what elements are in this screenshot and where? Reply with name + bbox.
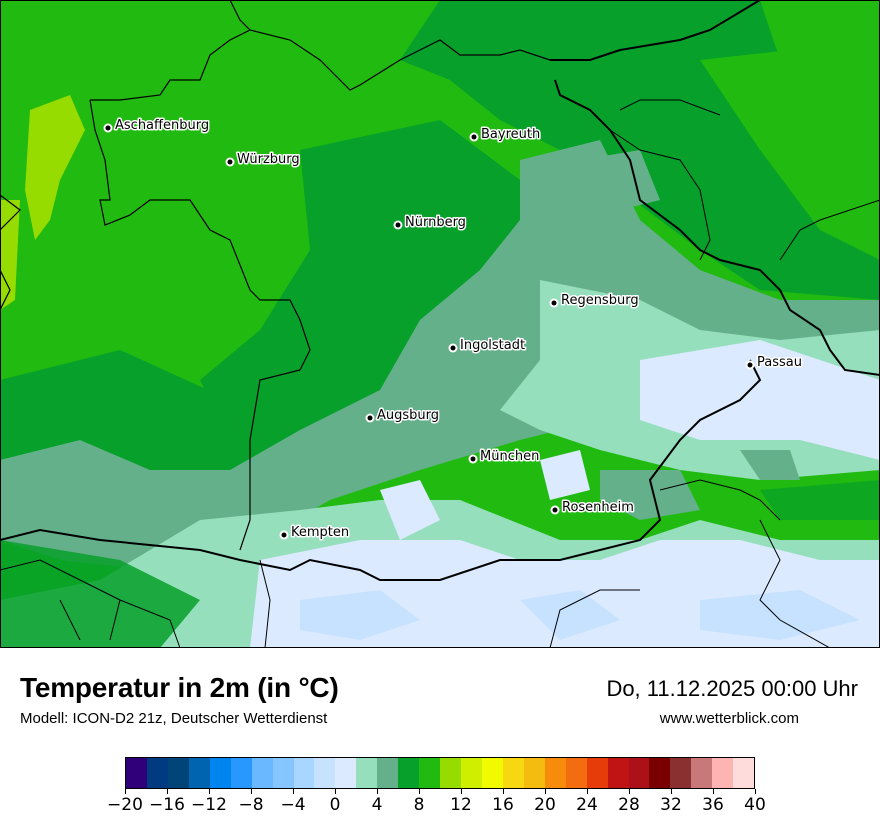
city-dot-icon bbox=[450, 345, 456, 351]
website-link[interactable]: www.wetterblick.com bbox=[659, 710, 799, 727]
colorbar-segment bbox=[356, 758, 378, 788]
colorbar-segment bbox=[502, 758, 524, 788]
colorbar-segment bbox=[167, 758, 189, 788]
colorbar-segment bbox=[733, 758, 755, 788]
colorbar-tick-label: 16 bbox=[492, 795, 514, 815]
colorbar-segment bbox=[398, 758, 420, 788]
colorbar-tick bbox=[209, 789, 210, 794]
colorbar-tick bbox=[125, 789, 126, 794]
colorbar-segment bbox=[544, 758, 566, 788]
colorbar-tick bbox=[377, 789, 378, 794]
temperature-colorbar bbox=[125, 757, 755, 789]
city-dot-icon bbox=[281, 532, 287, 538]
colorbar-tick-label: 4 bbox=[371, 795, 383, 815]
colorbar-tick bbox=[671, 789, 672, 794]
colorbar-segment bbox=[272, 758, 294, 788]
model-info: Modell: ICON-D2 21z, Deutscher Wetterdie… bbox=[20, 710, 328, 727]
colorbar-segment bbox=[481, 758, 503, 788]
colorbar-segment bbox=[335, 758, 357, 788]
city-label: Regensburg bbox=[561, 293, 639, 308]
colorbar-tick bbox=[461, 789, 462, 794]
city-dot-icon bbox=[367, 415, 373, 421]
city-dot-icon bbox=[552, 507, 558, 513]
city-label: Aschaffenburg bbox=[115, 118, 209, 133]
city-dot-icon bbox=[227, 159, 233, 165]
city-markers: Aschaffenburg Würzburg Bayreuth Nürnberg Reg… bbox=[103, 117, 803, 542]
colorbar-tick-label: −4 bbox=[280, 795, 306, 815]
city-label: Würzburg bbox=[237, 152, 300, 167]
city-label: Bayreuth bbox=[481, 127, 540, 142]
colorbar-tick-label: 36 bbox=[702, 795, 724, 815]
colorbar-segment bbox=[586, 758, 608, 788]
colorbar-segment bbox=[419, 758, 441, 788]
colorbar-segment bbox=[607, 758, 629, 788]
colorbar-segment bbox=[523, 758, 545, 788]
colorbar-tick bbox=[419, 789, 420, 794]
colorbar-tick-label: 8 bbox=[413, 795, 425, 815]
colorbar-segment bbox=[293, 758, 315, 788]
city-label: München bbox=[480, 449, 539, 464]
city-label: Passau bbox=[757, 355, 802, 370]
valid-time: Do, 11.12.2025 00:00 Uhr bbox=[606, 676, 858, 701]
city-dot-icon bbox=[747, 362, 753, 368]
colorbar-segment bbox=[209, 758, 231, 788]
colorbar-segment bbox=[691, 758, 713, 788]
city-label: Augsburg bbox=[377, 408, 439, 423]
city-dot-icon bbox=[470, 456, 476, 462]
colorbar-segment bbox=[251, 758, 273, 788]
colorbar-tick bbox=[251, 789, 252, 794]
city-label: Ingolstadt bbox=[460, 338, 525, 353]
colorbar-segment bbox=[230, 758, 252, 788]
colorbar-segment bbox=[314, 758, 336, 788]
colorbar-segment bbox=[126, 758, 147, 788]
colorbar-segment bbox=[628, 758, 650, 788]
colorbar-segment bbox=[649, 758, 671, 788]
colorbar-tick-label: 32 bbox=[660, 795, 682, 815]
colorbar-tick bbox=[167, 789, 168, 794]
colorbar-segment bbox=[188, 758, 210, 788]
colorbar-segment bbox=[461, 758, 482, 788]
map-title: Temperatur in 2m (in °C) bbox=[20, 672, 339, 703]
colorbar-tick bbox=[587, 789, 588, 794]
city-dot-icon bbox=[105, 125, 111, 131]
city-label: Rosenheim bbox=[562, 500, 634, 515]
colorbar-segment bbox=[377, 758, 399, 788]
colorbar-tick-label: 24 bbox=[576, 795, 598, 815]
colorbar-tick-label: −16 bbox=[149, 795, 185, 815]
colorbar-ticks: −20 −16 −12 −8 −4 0 4 8 12 16 20 24 28 32 36 40 bbox=[107, 789, 766, 819]
colorbar-tick bbox=[629, 789, 630, 794]
colorbar-tick-label: 28 bbox=[618, 795, 640, 815]
city-dot-icon bbox=[471, 134, 477, 140]
colorbar-segment bbox=[146, 758, 168, 788]
city-label: Kempten bbox=[291, 525, 349, 540]
city-dot-icon bbox=[395, 222, 401, 228]
colorbar-segment bbox=[440, 758, 461, 788]
colorbar-segment bbox=[712, 758, 734, 788]
colorbar-segment bbox=[565, 758, 587, 788]
colorbar-tick-label: −8 bbox=[238, 795, 264, 815]
colorbar-tick-label: 12 bbox=[450, 795, 472, 815]
colorbar-tick-label: 20 bbox=[534, 795, 556, 815]
colorbar-tick bbox=[335, 789, 336, 794]
colorbar-tick bbox=[503, 789, 504, 794]
colorbar-tick-label: −20 bbox=[107, 795, 143, 815]
city-label: Nürnberg bbox=[405, 215, 466, 230]
colorbar-tick bbox=[755, 789, 756, 794]
colorbar-tick bbox=[713, 789, 714, 794]
colorbar-tick bbox=[545, 789, 546, 794]
city-dot-icon bbox=[551, 300, 557, 306]
temperature-map: Aschaffenburg Würzburg Bayreuth Nürnberg Reg… bbox=[0, 0, 880, 648]
colorbar-tick-label: 40 bbox=[744, 795, 766, 815]
colorbar-tick-label: −12 bbox=[191, 795, 227, 815]
colorbar-segment bbox=[670, 758, 692, 788]
colorbar-tick bbox=[293, 789, 294, 794]
colorbar-tick-label: 0 bbox=[329, 795, 341, 815]
